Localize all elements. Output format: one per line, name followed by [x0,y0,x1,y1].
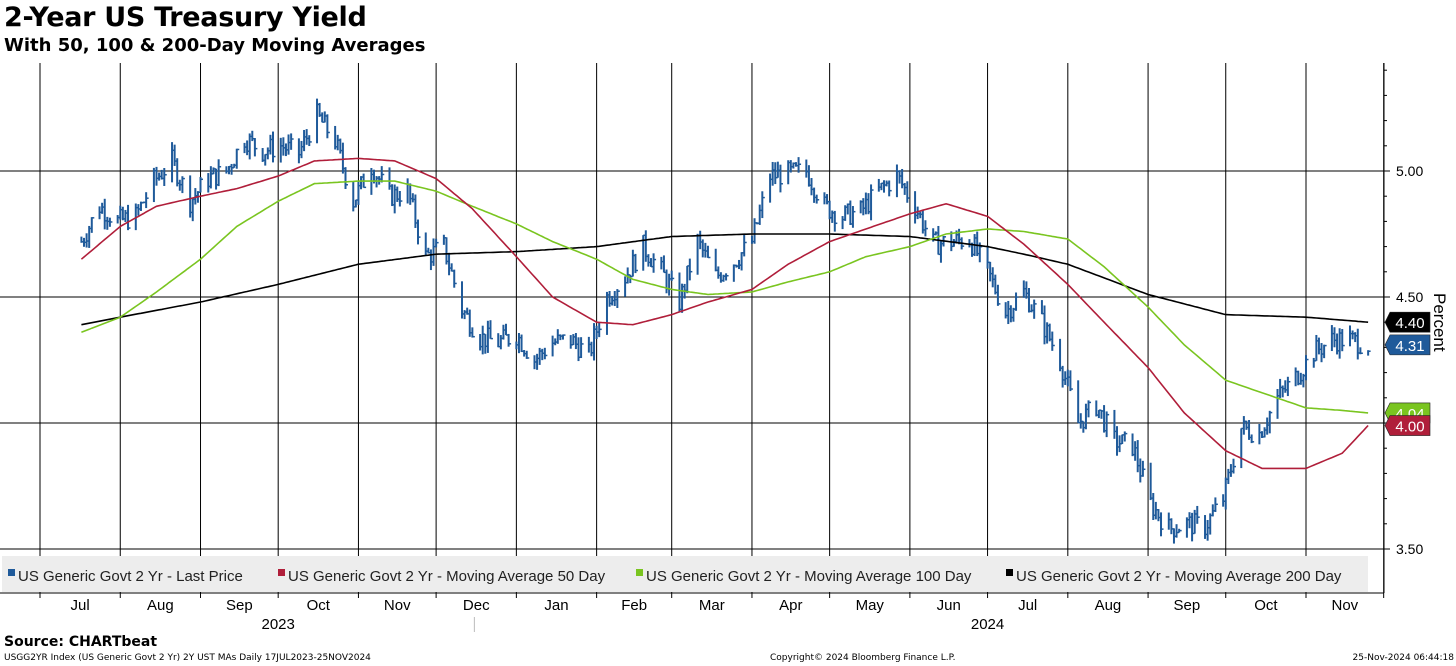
source-note: Source: CHARTbeat [4,634,158,650]
y-axis-label: Percent [1430,293,1449,352]
x-tick-label-2: Sep [226,597,253,614]
last-value-badge-0 [1384,334,1431,356]
y-tick-label-3: 5.00 [1396,163,1423,179]
x-tick-label-15: Oct [1254,597,1278,614]
last-value-badge-3 [1384,311,1431,333]
legend: US Generic Govt 2 Yr - Last Price US Gene… [2,556,1368,592]
legend-item-ma200-swatch [1006,569,1013,576]
x-tick-label-6: Jan [544,597,568,614]
x-tick-label-0: Jul [71,597,90,614]
x-tick-label-7: Feb [621,597,647,614]
x-tick-label-1: Aug [147,597,174,614]
x-year-label-0: 2023 [261,616,294,633]
x-tick-label-14: Sep [1174,597,1201,614]
legend-background [2,556,1368,592]
footer-copyright: Copyright© 2024 Bloomberg Finance L.P. [770,653,956,663]
last-value-label-1: 4.00 [1395,419,1424,436]
x-tick-label-3: Oct [307,597,331,614]
legend-item-ma50-label: US Generic Govt 2 Yr - Moving Average 50… [288,568,606,585]
footer-timestamp: 25-Nov-2024 06:44:18 [1352,653,1454,663]
legend-item-ma200-label: US Generic Govt 2 Yr - Moving Average 20… [1016,568,1342,585]
x-tick-label-13: Aug [1095,597,1122,614]
last-value-label-0: 4.31 [1395,338,1424,355]
x-tick-label-9: Apr [779,597,802,614]
plot-area [80,98,1371,544]
x-tick-label-11: Jun [937,597,961,614]
legend-item-ma100-swatch [636,569,643,576]
footer-index-description: USGG2YR Index (US Generic Govt 2 Yr) 2Y … [4,653,371,663]
y-tick-label-0: 3.50 [1396,541,1423,557]
x-tick-label-8: Mar [699,597,725,614]
x-tick-label-10: May [856,597,885,614]
legend-item-ma50-swatch [278,569,285,576]
x-year-label-1: 2024 [971,616,1004,633]
chart-title: 2-Year US Treasury Yield [4,2,367,33]
x-tick-label-5: Dec [463,597,490,614]
last-value-badge-1 [1384,415,1431,436]
ma200-line [81,233,1369,326]
legend-item-last-price-swatch [8,569,15,576]
x-tick-label-4: Nov [384,597,411,614]
chart-subtitle: With 50, 100 & 200-Day Moving Averages [4,35,426,56]
last-value-label-3: 4.40 [1395,315,1424,332]
ma100-line [81,180,1369,414]
legend-item-ma100-label: US Generic Govt 2 Yr - Moving Average 10… [646,568,972,585]
y-tick-label-2: 4.50 [1396,289,1423,305]
x-tick-label-16: Nov [1331,597,1358,614]
x-tick-label-12: Jul [1018,597,1037,614]
legend-item-last-price-label: US Generic Govt 2 Yr - Last Price [18,568,243,585]
ma50-line [80,157,1369,470]
